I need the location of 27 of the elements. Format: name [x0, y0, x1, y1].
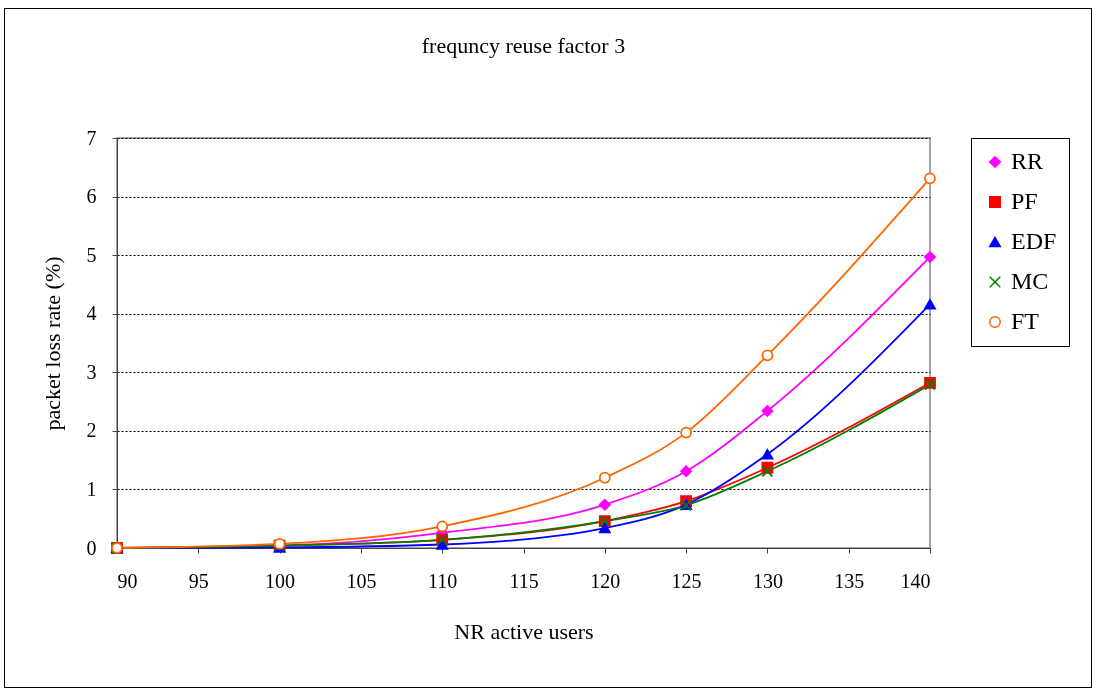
x-tick-label: 120 — [590, 569, 621, 592]
y-tick-label: 2 — [86, 419, 97, 442]
legend-label: RR — [1011, 148, 1044, 174]
legend-label: FT — [1011, 308, 1040, 334]
x-tick-label: 130 — [752, 569, 783, 592]
y-tick-label: 5 — [86, 243, 97, 266]
y-tick-label: 1 — [86, 477, 97, 500]
x-tick-label: 110 — [428, 569, 458, 592]
y-tick-label: 7 — [86, 126, 97, 149]
x-tick-label: 95 — [188, 569, 209, 592]
chart-title: frequncy reuse factor 3 — [421, 33, 626, 58]
x-tick-label: 140 — [900, 569, 931, 592]
x-tick-label: 125 — [671, 569, 702, 592]
y-tick-label: 6 — [86, 185, 97, 208]
legend-label: EDF — [1011, 228, 1057, 254]
x-tick-label: 90 — [117, 569, 138, 592]
legend-label: PF — [1011, 188, 1038, 214]
y-tick-label: 3 — [86, 360, 97, 383]
legend-label: MC — [1011, 268, 1049, 294]
x-tick-label: 115 — [509, 569, 539, 592]
y-tick-label: 4 — [86, 302, 97, 325]
x-tick-label: 135 — [834, 569, 865, 592]
y-axis-title: packet loss rate (%) — [39, 256, 65, 431]
y-tick-label: 0 — [86, 536, 97, 559]
x-tick-label: 100 — [265, 569, 296, 592]
x-axis-title: NR active users — [454, 618, 594, 644]
x-tick-label: 105 — [346, 569, 377, 592]
